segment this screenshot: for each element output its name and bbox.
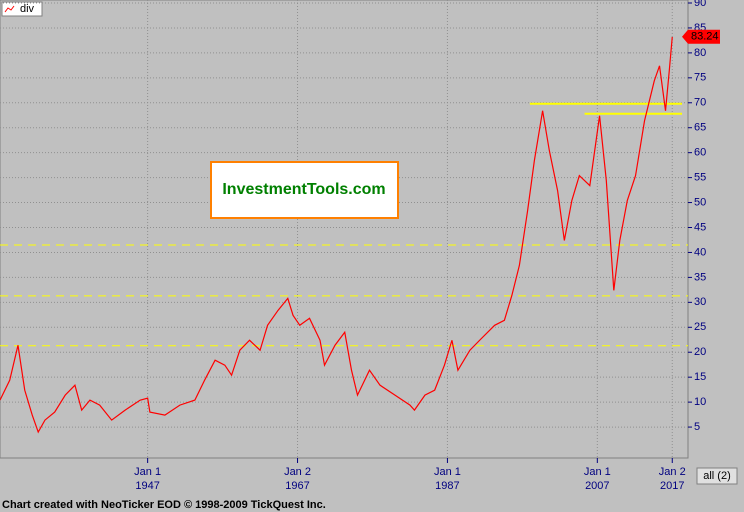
y-tick-label: 35 xyxy=(694,271,706,283)
y-tick-label: 25 xyxy=(694,321,706,333)
x-tick-year: 1967 xyxy=(285,480,309,492)
x-tick-label: Jan 2 xyxy=(284,466,311,478)
last-value-tag xyxy=(682,29,720,44)
legend xyxy=(1,1,43,17)
y-tick-label: 5 xyxy=(694,421,700,433)
y-tick-label: 40 xyxy=(694,246,706,258)
y-tick-label: 20 xyxy=(694,346,706,358)
plot-area xyxy=(0,0,689,459)
y-tick-label: 50 xyxy=(694,196,706,208)
y-tick-label: 60 xyxy=(694,147,706,159)
y-tick-label: 90 xyxy=(694,0,706,9)
button[interactable] xyxy=(696,467,738,485)
y-tick-label: 75 xyxy=(694,72,706,84)
legend-icon xyxy=(4,5,15,13)
y-tick-label: 10 xyxy=(694,396,706,408)
y-tick-label: 65 xyxy=(694,122,706,134)
x-tick-label: Jan 1 xyxy=(584,466,611,478)
x-tick-label: Jan 1 xyxy=(134,466,161,478)
y-tick-label: 15 xyxy=(694,371,706,383)
y-tick-label: 55 xyxy=(694,172,706,184)
y-tick-label: 85 xyxy=(694,22,706,34)
button-label[interactable]: all (2) xyxy=(703,470,731,482)
y-tick-label: 45 xyxy=(694,221,706,233)
y-tick-label: 70 xyxy=(694,97,706,109)
data-line xyxy=(0,36,673,434)
x-tick-year: 2017 xyxy=(660,480,684,492)
last-value-label: 83.24 xyxy=(691,31,719,43)
watermark: InvestmentTools.com xyxy=(222,181,385,198)
x-tick-year: 1987 xyxy=(435,480,459,492)
x-tick-label: Jan 1 xyxy=(434,466,461,478)
footer: Chart created with NeoTicker EOD © 1998-… xyxy=(2,499,326,511)
watermark-box xyxy=(210,161,399,219)
y-tick-label: 80 xyxy=(694,47,706,59)
x-tick-label: Jan 2 xyxy=(659,466,686,478)
x-tick-year: 1947 xyxy=(135,480,159,492)
x-tick-year: 2007 xyxy=(585,480,609,492)
y-tick-label: 30 xyxy=(694,296,706,308)
legend-label: div xyxy=(20,3,35,15)
